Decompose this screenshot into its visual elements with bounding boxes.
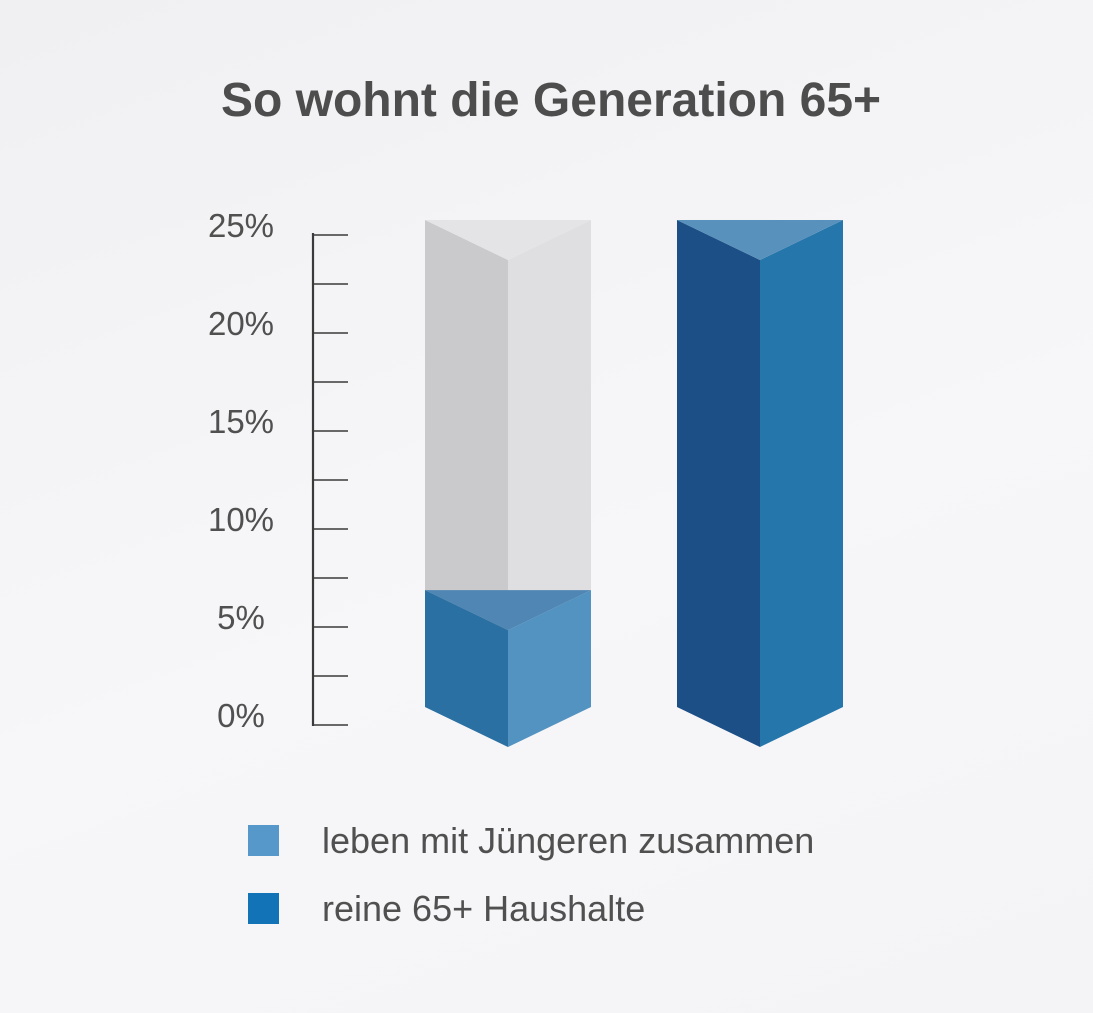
bar-2 [677,220,843,747]
legend-swatch [248,893,279,924]
y-tick-label: 5% [217,599,265,636]
y-tick-label: 15% [208,403,274,440]
y-tick-label: 20% [208,305,274,342]
bar-1-right-face [508,590,591,747]
bar-2-top-face [677,220,843,260]
bar-2-right-face [760,220,843,747]
bar-container-1-top-face [425,220,591,260]
y-axis: 0% 5% 10% 15% 20% 25% [208,207,348,734]
legend-label: leben mit Jüngeren zusammen [322,820,814,861]
y-tick-label: 25% [208,207,274,244]
bars [425,220,843,747]
bar-1 [425,590,591,747]
bar-1-top-face [425,590,591,631]
bar-1-left-face [425,590,508,747]
y-tick-label: 10% [208,501,274,538]
legend: leben mit Jüngeren zusammen reine 65+ Hau… [248,820,814,929]
legend-swatch [248,825,279,856]
chart-title: So wohnt die Generation 65+ [221,74,881,127]
y-tick-label: 0% [217,697,265,734]
legend-label: reine 65+ Haushalte [322,888,645,929]
bar-2-left-face [677,220,760,747]
